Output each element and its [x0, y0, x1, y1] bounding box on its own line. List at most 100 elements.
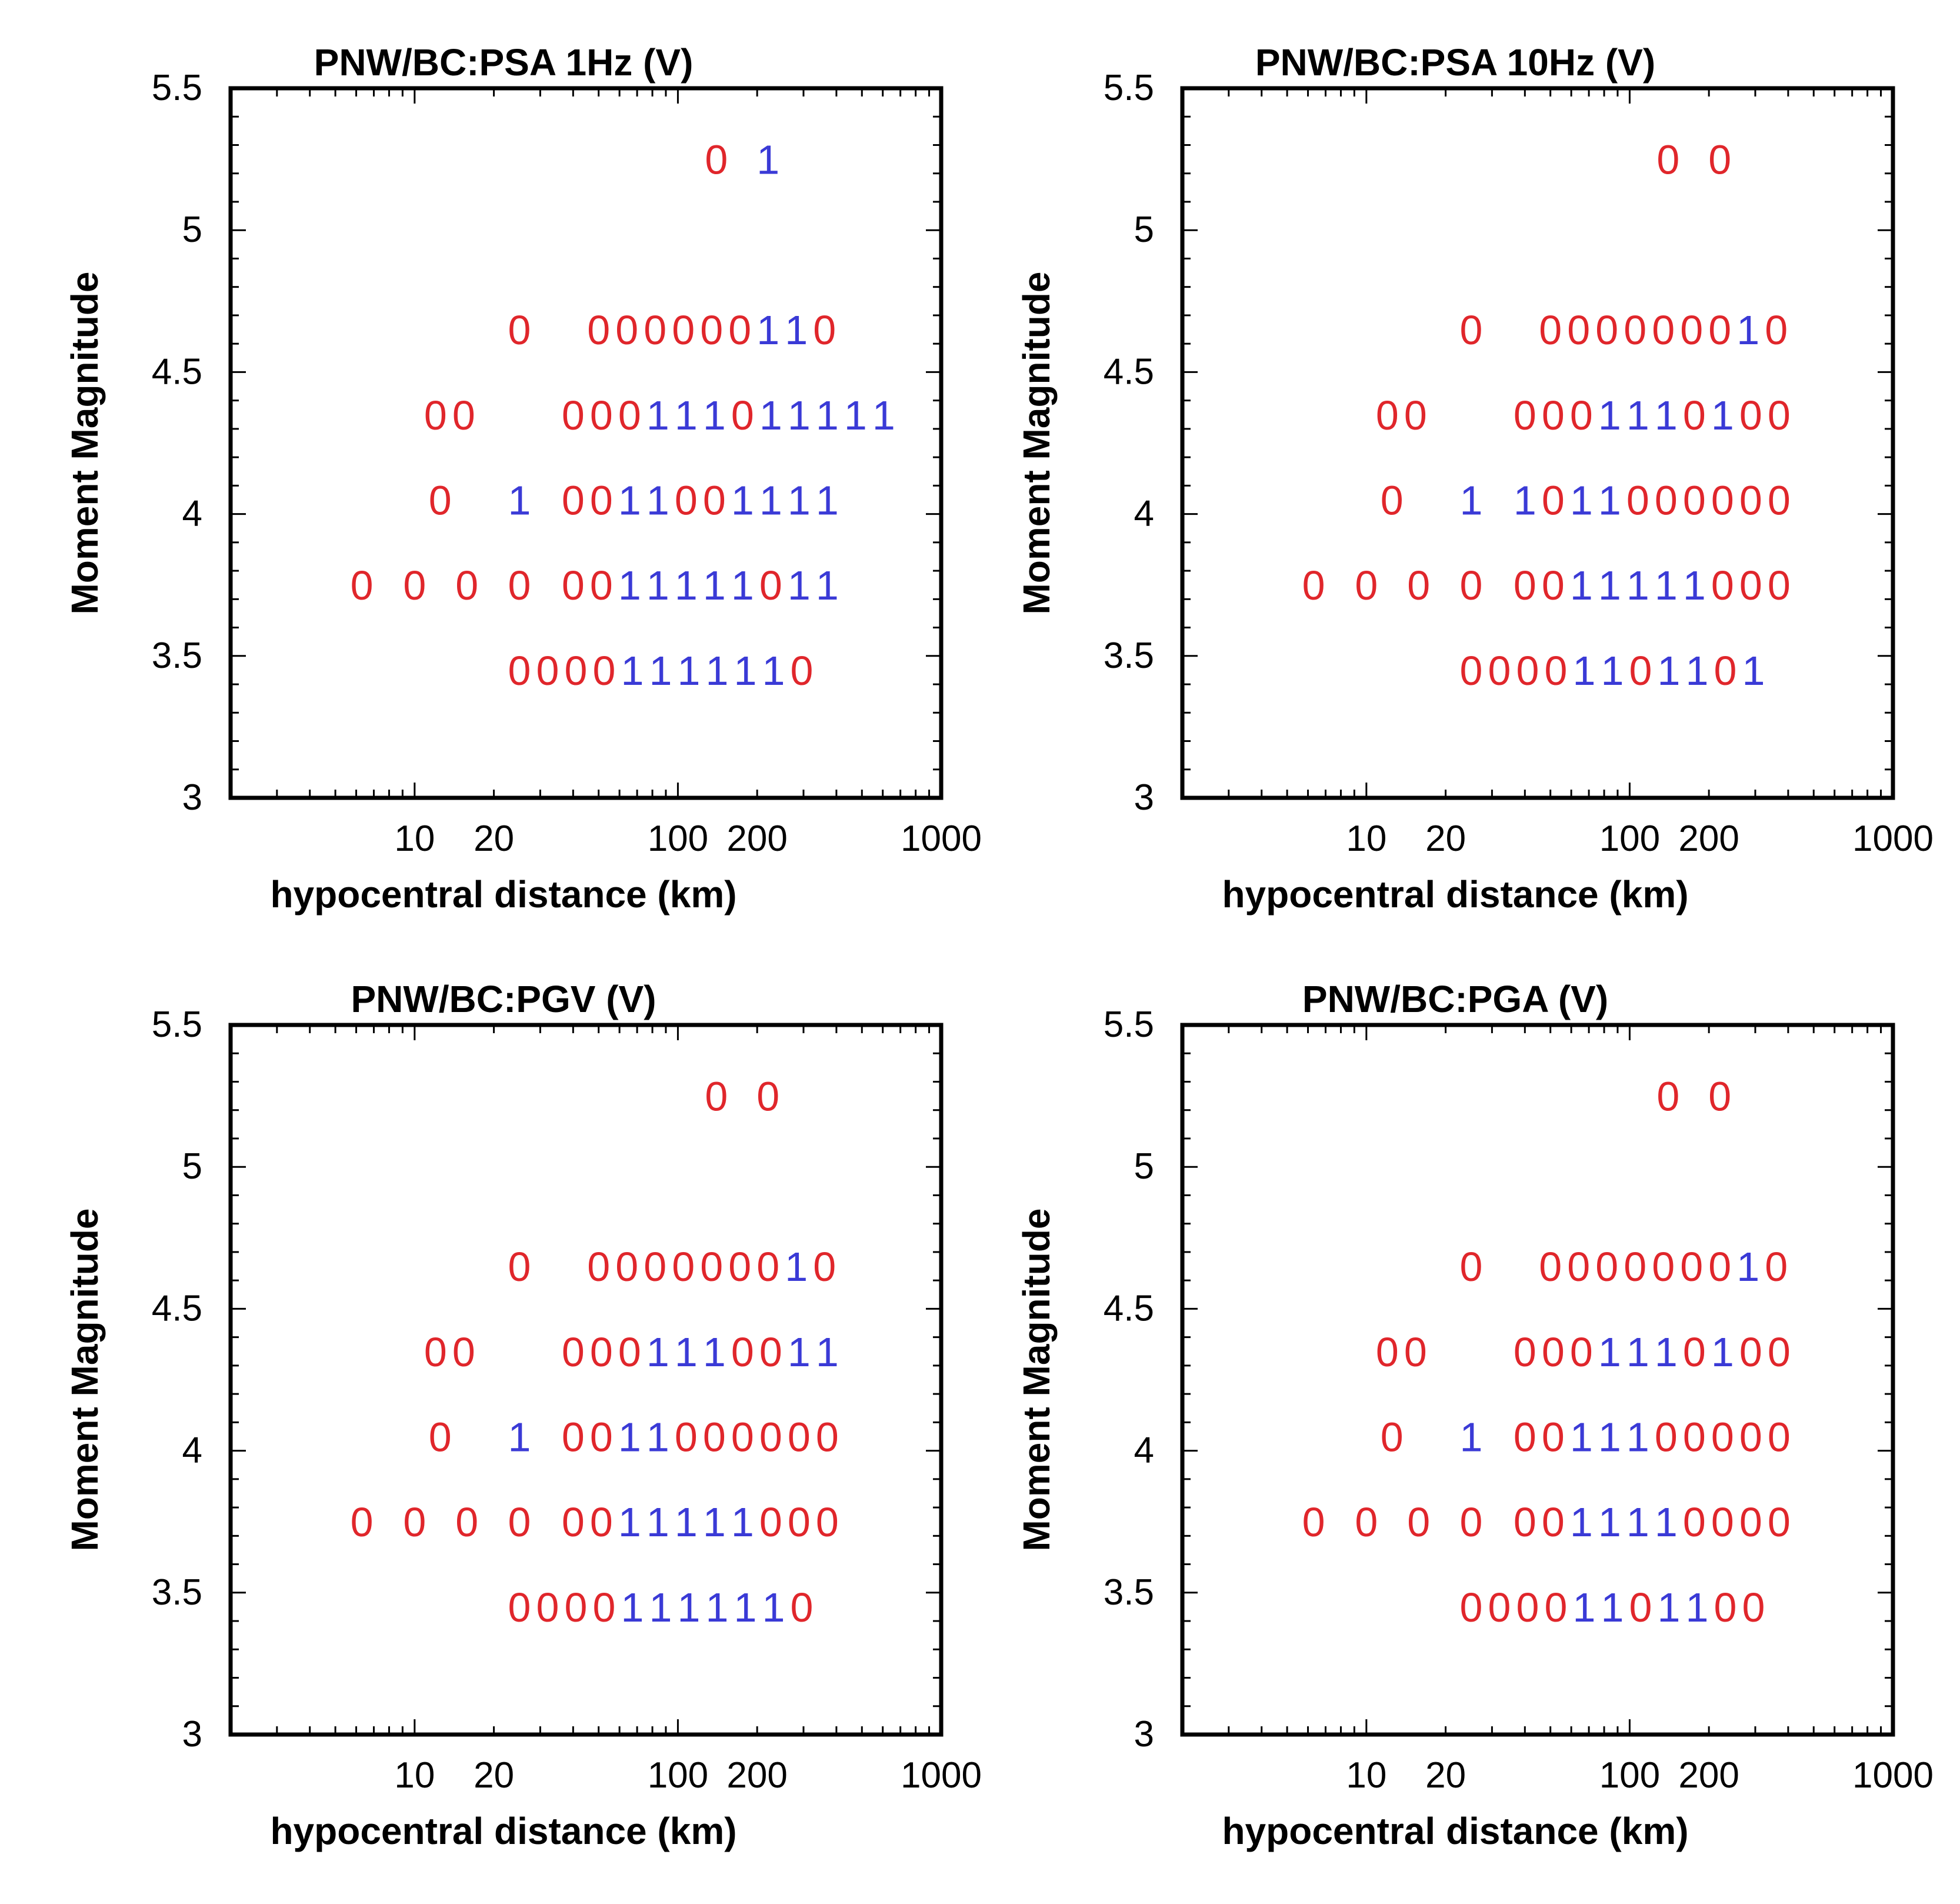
- marker-zero: 0: [590, 562, 613, 608]
- marker-one: 1: [1711, 392, 1734, 438]
- y-tick-label: 3: [182, 1714, 202, 1755]
- y-tick-label: 3: [1134, 777, 1154, 818]
- marker-one: 1: [1598, 1414, 1621, 1460]
- marker-zero: 0: [564, 648, 587, 694]
- y-axis-label: Moment Magnitude: [64, 1208, 106, 1551]
- marker-one: 1: [703, 562, 726, 608]
- marker-zero: 0: [756, 1074, 779, 1120]
- marker-zero: 0: [700, 1244, 723, 1290]
- marker-one: 1: [508, 1414, 531, 1460]
- marker-zero: 0: [508, 648, 531, 694]
- marker-one: 1: [816, 1329, 839, 1375]
- marker-zero: 0: [1711, 562, 1734, 608]
- marker-zero: 0: [1739, 392, 1762, 438]
- marker-one: 1: [1655, 392, 1678, 438]
- marker-one: 1: [646, 477, 669, 523]
- y-tick-label: 4: [1134, 494, 1154, 534]
- panel-psa-10hz: PNW/BC:PSA 10Hz (V)10 20 100 200 100033.544.…: [1015, 41, 1934, 916]
- marker-one: 1: [675, 1499, 698, 1545]
- marker-zero: 0: [1708, 307, 1731, 353]
- chart-title: PNW/BC:PGV (V): [351, 978, 656, 1020]
- marker-zero: 0: [508, 307, 531, 353]
- marker-one: 1: [1459, 1414, 1482, 1460]
- marker-zero: 0: [590, 477, 613, 523]
- marker-one: 1: [872, 392, 895, 438]
- marker-zero: 0: [562, 562, 585, 608]
- marker-one: 1: [1657, 648, 1680, 694]
- marker-zero: 0: [1765, 307, 1788, 353]
- marker-zero: 0: [1711, 1414, 1734, 1460]
- marker-zero: 0: [1711, 477, 1734, 523]
- marker-one: 1: [1626, 562, 1649, 608]
- chart-title: PNW/BC:PSA 1Hz (V): [314, 41, 694, 84]
- x-tick-label: 100: [1599, 818, 1660, 859]
- marker-zero: 0: [759, 1329, 782, 1375]
- marker-zero: 0: [1539, 1244, 1562, 1290]
- x-tick-label: 100: [648, 818, 708, 859]
- marker-zero: 0: [1539, 307, 1562, 353]
- plot-frame: [228, 1023, 944, 1737]
- marker-zero: 0: [700, 307, 723, 353]
- x-tick-label: 200: [1678, 1755, 1739, 1796]
- x-tick-label: 20: [474, 1755, 514, 1796]
- marker-zero: 0: [424, 392, 447, 438]
- marker-one: 1: [618, 477, 641, 523]
- marker-zero: 0: [1739, 562, 1762, 608]
- plot-frame: [1180, 1023, 1895, 1737]
- marker-one: 1: [788, 1329, 811, 1375]
- x-tick-label: 100: [1599, 1755, 1660, 1796]
- marker-one: 1: [1736, 307, 1759, 353]
- marker-one: 1: [1685, 1585, 1708, 1630]
- marker-zero: 0: [351, 1499, 374, 1545]
- marker-zero: 0: [1355, 562, 1378, 608]
- x-axis-label: hypocentral distance (km): [1222, 873, 1688, 916]
- y-tick-label: 4.5: [152, 1288, 202, 1329]
- marker-zero: 0: [1714, 648, 1736, 694]
- marker-one: 1: [759, 392, 782, 438]
- marker-zero: 0: [1652, 307, 1675, 353]
- marker-one: 1: [1598, 1499, 1621, 1545]
- marker-one: 1: [788, 392, 811, 438]
- marker-zero: 0: [790, 1585, 813, 1630]
- marker-zero: 0: [1626, 477, 1649, 523]
- x-tick-label: 20: [1425, 1755, 1466, 1796]
- y-tick-label: 5.5: [152, 1004, 202, 1045]
- marker-one: 1: [756, 137, 779, 183]
- y-tick-label: 3: [1134, 1714, 1154, 1755]
- x-tick-label: 200: [726, 1755, 787, 1796]
- x-tick-label: 100: [648, 1755, 708, 1796]
- marker-one: 1: [731, 477, 754, 523]
- marker-zero: 0: [1711, 1499, 1734, 1545]
- marker-zero: 0: [1459, 1244, 1482, 1290]
- marker-zero: 0: [1376, 392, 1399, 438]
- marker-zero: 0: [1768, 1414, 1791, 1460]
- chart-title: PNW/BC:PGA (V): [1302, 978, 1608, 1020]
- marker-zero: 0: [731, 1414, 754, 1460]
- marker-zero: 0: [1376, 1329, 1399, 1375]
- marker-zero: 0: [452, 1329, 475, 1375]
- panel-pga: PNW/BC:PGA (V)10 20 100 200 100033.544.555.5…: [1015, 978, 1934, 1852]
- y-tick-label: 4: [182, 1430, 202, 1471]
- x-axis-label: hypocentral distance (km): [1222, 1810, 1688, 1852]
- marker-one: 1: [649, 648, 672, 694]
- marker-one: 1: [646, 1414, 669, 1460]
- x-tick-label: 200: [1678, 818, 1739, 859]
- marker-zero: 0: [351, 562, 374, 608]
- x-tick-label: 1000: [901, 1755, 982, 1796]
- marker-one: 1: [816, 477, 839, 523]
- marker-zero: 0: [1655, 477, 1678, 523]
- marker-zero: 0: [587, 1244, 610, 1290]
- panel-pgv: PNW/BC:PGV (V)10 20 100 200 100033.544.555.5…: [64, 978, 982, 1852]
- marker-zero: 0: [1542, 562, 1565, 608]
- marker-one: 1: [703, 1329, 726, 1375]
- marker-one: 1: [785, 1244, 808, 1290]
- x-axis-label: hypocentral distance (km): [270, 1810, 736, 1852]
- marker-one: 1: [1657, 1585, 1680, 1630]
- marker-one: 1: [1598, 562, 1621, 608]
- marker-zero: 0: [1459, 1499, 1482, 1545]
- marker-zero: 0: [1459, 562, 1482, 608]
- plot-frame: [1180, 86, 1895, 800]
- marker-zero: 0: [1567, 1244, 1590, 1290]
- x-tick-label: 20: [474, 818, 514, 859]
- marker-one: 1: [762, 648, 785, 694]
